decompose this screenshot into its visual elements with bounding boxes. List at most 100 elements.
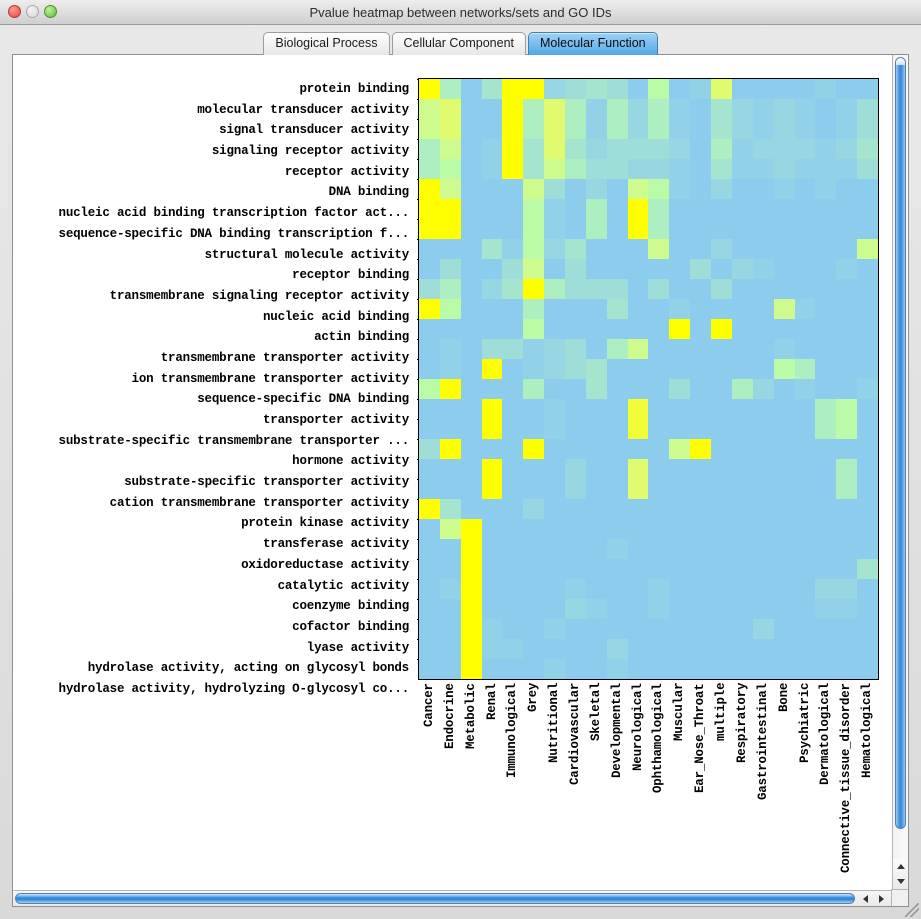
heatmap-cell[interactable] xyxy=(669,139,691,159)
heatmap-cell[interactable] xyxy=(836,119,858,139)
heatmap-cell[interactable] xyxy=(711,239,732,259)
heatmap-cell[interactable] xyxy=(502,479,524,499)
heatmap-cell[interactable] xyxy=(794,619,816,639)
heatmap-cell[interactable] xyxy=(669,619,691,639)
heatmap-cell[interactable] xyxy=(711,119,732,139)
heatmap-cell[interactable] xyxy=(460,339,482,359)
heatmap-cell[interactable] xyxy=(460,99,482,119)
heatmap-cell[interactable] xyxy=(711,559,732,579)
heatmap-cell[interactable] xyxy=(627,459,649,479)
heatmap-cell[interactable] xyxy=(648,259,670,279)
heatmap-cell[interactable] xyxy=(627,419,649,439)
heatmap-cell[interactable] xyxy=(857,339,878,359)
heatmap-cell[interactable] xyxy=(439,539,461,559)
heatmap-cell[interactable] xyxy=(648,359,670,379)
heatmap-cell[interactable] xyxy=(711,479,732,499)
heatmap-cell[interactable] xyxy=(857,659,878,679)
heatmap-cell[interactable] xyxy=(815,659,837,679)
heatmap-cell[interactable] xyxy=(419,479,440,499)
heatmap-cell[interactable] xyxy=(523,459,545,479)
heatmap-cell[interactable] xyxy=(815,79,837,99)
heatmap-cell[interactable] xyxy=(627,139,649,159)
heatmap-cell[interactable] xyxy=(690,319,712,339)
heatmap-cell[interactable] xyxy=(731,599,753,619)
heatmap-cell[interactable] xyxy=(794,339,816,359)
heatmap-cell[interactable] xyxy=(544,459,566,479)
heatmap-cell[interactable] xyxy=(690,459,712,479)
heatmap-cell[interactable] xyxy=(857,99,878,119)
heatmap-cell[interactable] xyxy=(523,539,545,559)
heatmap-cell[interactable] xyxy=(669,259,691,279)
heatmap-cell[interactable] xyxy=(669,119,691,139)
heatmap-cell[interactable] xyxy=(711,379,732,399)
heatmap-cell[interactable] xyxy=(711,299,732,319)
heatmap-cell[interactable] xyxy=(794,559,816,579)
heatmap-cell[interactable] xyxy=(523,199,545,219)
heatmap-cell[interactable] xyxy=(669,299,691,319)
heatmap-cell[interactable] xyxy=(544,399,566,419)
heatmap-cell[interactable] xyxy=(585,439,607,459)
heatmap-cell[interactable] xyxy=(565,439,586,459)
heatmap-cell[interactable] xyxy=(773,399,795,419)
heatmap-cell[interactable] xyxy=(690,579,712,599)
heatmap-cell[interactable] xyxy=(836,299,858,319)
heatmap-cell[interactable] xyxy=(648,519,670,539)
heatmap-cell[interactable] xyxy=(544,519,566,539)
heatmap-cell[interactable] xyxy=(752,179,774,199)
heatmap-cell[interactable] xyxy=(502,419,524,439)
heatmap-cell[interactable] xyxy=(585,219,607,239)
heatmap-cell[interactable] xyxy=(711,79,732,99)
heatmap-cell[interactable] xyxy=(857,139,878,159)
heatmap-cell[interactable] xyxy=(773,139,795,159)
heatmap-cell[interactable] xyxy=(419,439,440,459)
heatmap-cell[interactable] xyxy=(565,359,586,379)
heatmap-cell[interactable] xyxy=(502,179,524,199)
heatmap-cell[interactable] xyxy=(711,219,732,239)
heatmap-cell[interactable] xyxy=(731,299,753,319)
heatmap-cell[interactable] xyxy=(836,219,858,239)
heatmap-cell[interactable] xyxy=(502,279,524,299)
heatmap-cell[interactable] xyxy=(669,99,691,119)
heatmap-cell[interactable] xyxy=(731,499,753,519)
heatmap-cell[interactable] xyxy=(502,139,524,159)
heatmap-cell[interactable] xyxy=(815,599,837,619)
heatmap-cell[interactable] xyxy=(857,79,878,99)
heatmap-cell[interactable] xyxy=(544,539,566,559)
heatmap-cell[interactable] xyxy=(815,239,837,259)
heatmap-cell[interactable] xyxy=(627,79,649,99)
heatmap-cell[interactable] xyxy=(669,199,691,219)
heatmap-cell[interactable] xyxy=(481,279,503,299)
heatmap-cell[interactable] xyxy=(606,239,628,259)
heatmap-cell[interactable] xyxy=(794,519,816,539)
heatmap-cell[interactable] xyxy=(585,279,607,299)
heatmap-cell[interactable] xyxy=(585,599,607,619)
heatmap-cell[interactable] xyxy=(502,519,524,539)
heatmap-cell[interactable] xyxy=(419,219,440,239)
heatmap-cell[interactable] xyxy=(544,199,566,219)
heatmap-cell[interactable] xyxy=(460,619,482,639)
heatmap-cell[interactable] xyxy=(439,119,461,139)
heatmap-cell[interactable] xyxy=(711,99,732,119)
heatmap-cell[interactable] xyxy=(690,499,712,519)
heatmap-cell[interactable] xyxy=(460,539,482,559)
heatmap-cell[interactable] xyxy=(669,659,691,679)
zoom-button[interactable] xyxy=(44,5,57,18)
heatmap-cell[interactable] xyxy=(794,579,816,599)
heatmap-cell[interactable] xyxy=(460,119,482,139)
heatmap-cell[interactable] xyxy=(669,359,691,379)
heatmap-cell[interactable] xyxy=(585,119,607,139)
heatmap-cell[interactable] xyxy=(502,659,524,679)
heatmap-cell[interactable] xyxy=(731,219,753,239)
heatmap-cell[interactable] xyxy=(565,179,586,199)
heatmap-cell[interactable] xyxy=(419,639,440,659)
heatmap-cell[interactable] xyxy=(502,319,524,339)
heatmap-cell[interactable] xyxy=(481,579,503,599)
heatmap-cell[interactable] xyxy=(585,539,607,559)
heatmap-cell[interactable] xyxy=(773,319,795,339)
heatmap-cell[interactable] xyxy=(690,439,712,459)
heatmap-cell[interactable] xyxy=(627,579,649,599)
heatmap-cell[interactable] xyxy=(752,599,774,619)
heatmap-cell[interactable] xyxy=(690,519,712,539)
heatmap-cell[interactable] xyxy=(565,539,586,559)
heatmap-cell[interactable] xyxy=(460,659,482,679)
